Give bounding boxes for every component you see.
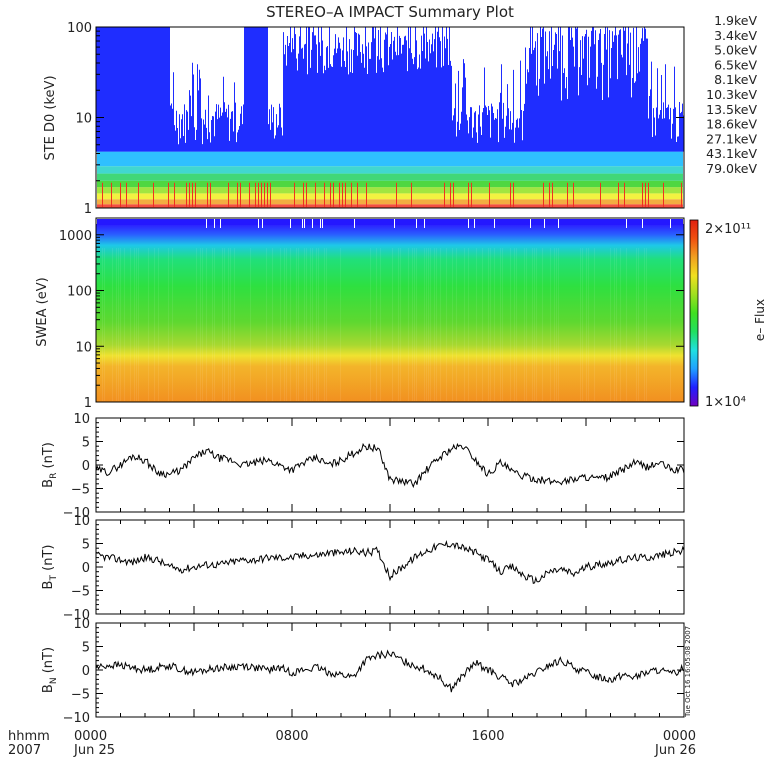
b-ytick-label: 5 (82, 436, 90, 451)
ste-legend-entry: 27.1keV (706, 131, 757, 146)
b-ytick-label: 5 (82, 641, 90, 656)
ste-legend: 1.9keV3.4keV5.0keV6.5keV8.1keV10.3keV13.… (706, 13, 757, 176)
b-ytick-label: 10 (73, 514, 90, 529)
swea-ytick-label: 100 (67, 285, 92, 300)
b-ytick-label: 0 (82, 664, 90, 679)
b-ytick-label: −10 (63, 608, 90, 623)
b-label-sub: R (49, 473, 59, 479)
ste-legend-entry: 13.5keV (706, 102, 757, 117)
swea-y-ticks: 1 10 100 1000 (59, 229, 684, 411)
x-axis-label: hhmm (8, 729, 50, 744)
swea-streaks (97, 219, 683, 401)
ste-y-axis-label: STE D0 (keV) (43, 75, 58, 160)
ste-legend-entry: 1.9keV (714, 13, 757, 28)
ste-legend-entry: 5.0keV (714, 43, 757, 58)
ste-band-27.1keV (97, 193, 683, 200)
b-panel-bt: 10 5 0 −5 −10 BT (nT) (41, 514, 685, 623)
b-ytick-label: −5 (71, 483, 90, 498)
b-label-unit: (nT) (41, 647, 56, 677)
swea-ytick-label: 1000 (59, 229, 92, 244)
ste-legend-entry: 79.0keV (706, 161, 757, 176)
ste-band-18.6keV (97, 187, 683, 194)
b-label-main: B (41, 581, 56, 590)
x-tick-date: Jun 26 (654, 743, 696, 758)
ste-band-10.3keV (97, 173, 683, 181)
swea-data-gaps (206, 219, 671, 228)
b-label-unit: (nT) (41, 442, 56, 472)
ste-panel: 1 10 100 STE D0 (keV) 1.9keV3.4keV5.0keV6.… (43, 13, 757, 217)
b-y-axis-label: BR (nT) (41, 442, 59, 488)
b-ytick-label: −5 (71, 585, 90, 600)
ste-band-mid (97, 151, 683, 167)
ste-high-energy-spikes (102, 182, 682, 207)
ste-band-13.5keV (97, 180, 683, 188)
b-label-unit: (nT) (41, 545, 56, 575)
b-panel-bn: 10 5 0 −5 −10 BN (nT) (41, 617, 685, 726)
colorbar-min-label: 1×10⁴ (705, 395, 746, 410)
run-timestamp: Tue Oct 16 16:05:08 2007 (684, 626, 692, 718)
b-bn-trace (95, 649, 685, 693)
ste-legend-entry: 18.6keV (706, 117, 757, 132)
ste-legend-entry: 6.5keV (714, 57, 757, 72)
ste-legend-entry: 10.3keV (706, 87, 757, 102)
ste-legend-entry: 3.4keV (714, 28, 757, 43)
x-tick-time: 1600 (471, 729, 504, 744)
b-ytick-label: 0 (82, 561, 90, 576)
swea-texture (102, 248, 671, 401)
ste-legend-entry: 8.1keV (714, 72, 757, 87)
b-axes-frame (95, 519, 685, 615)
swea-axes-frame (95, 217, 685, 403)
ste-ytick-label: 10 (75, 112, 92, 127)
x-axis-year: 2007 (8, 743, 41, 758)
ste-band-8.1keV (97, 166, 683, 174)
b-ytick-label: 10 (73, 617, 90, 632)
x-tick-time: 0800 (275, 729, 308, 744)
b-label-main: B (41, 684, 56, 693)
b-ytick-label: −10 (63, 506, 90, 521)
b-label-sub: T (49, 575, 59, 582)
ste-fill-layer (96, 27, 684, 208)
swea-top-band (97, 219, 683, 225)
ste-legend-entry: 43.1keV (706, 146, 757, 161)
b-label-sub: N (49, 677, 59, 684)
b-ytick-label: 0 (82, 459, 90, 474)
colorbar (689, 219, 699, 407)
swea-ytick-label: 10 (75, 340, 92, 355)
b-ytick-label: 5 (82, 538, 90, 553)
b-bt-trace (95, 540, 685, 584)
x-tick-time: 0000 (74, 729, 107, 744)
b-ytick-label: −10 (63, 711, 90, 726)
swea-ytick-label: 1 (84, 396, 92, 411)
b-y-axis-label: BN (nT) (41, 647, 59, 693)
swea-spectrogram (96, 224, 684, 402)
colorbar-label: e– Flux (753, 299, 767, 341)
figure-title: STEREO–A IMPACT Summary Plot (266, 3, 514, 21)
ste-y-ticks: 1 10 100 (67, 21, 684, 217)
b-ytick-label: −5 (71, 688, 90, 703)
b-label-main: B (41, 479, 56, 488)
swea-panel: 1 10 100 1000 SWEA (eV) 2×10¹¹ 1×10⁴ e– Flu… (35, 217, 767, 411)
b-y-axis-label: BT (nT) (41, 545, 59, 590)
ste-band-43.1keV (97, 199, 683, 205)
ste-ytick-label: 100 (67, 21, 92, 36)
b-br-trace (95, 442, 685, 489)
b-ytick-label: 10 (73, 412, 90, 427)
x-tick-time: 0000 (663, 729, 696, 744)
swea-y-axis-label: SWEA (eV) (35, 277, 50, 346)
ste-ytick-label: 1 (84, 202, 92, 217)
b-panel-br: 10 5 0 −5 −10 BR (nT) (41, 412, 685, 521)
ste-band-79.0keV (97, 204, 683, 208)
colorbar-max-label: 2×10¹¹ (705, 222, 751, 237)
x-tick-date: Jun 25 (73, 743, 115, 758)
